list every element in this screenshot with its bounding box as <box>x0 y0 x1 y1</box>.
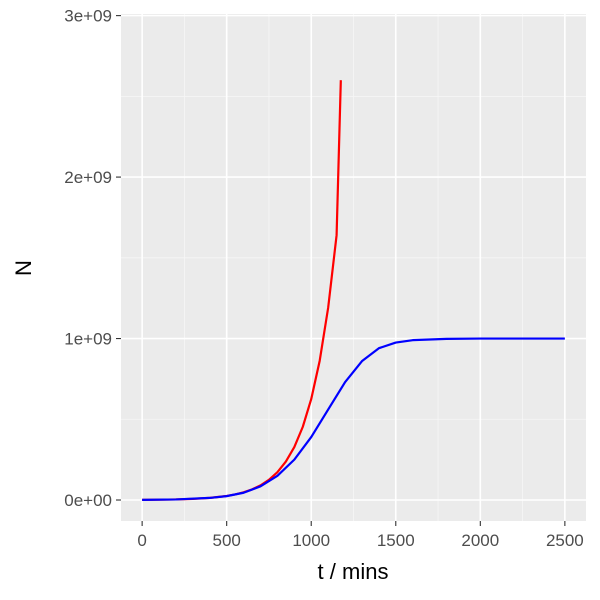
y-tick-label: 2e+09 <box>64 168 112 187</box>
x-tick-label: 2500 <box>546 531 584 550</box>
y-axis: 0e+00 1e+09 2e+09 3e+09 <box>64 7 121 510</box>
y-axis-title: N <box>11 260 36 276</box>
x-tick-label: 2000 <box>461 531 499 550</box>
series-layer <box>142 80 565 501</box>
x-tick-label: 0 <box>137 531 146 550</box>
x-axis: 0 500 1000 1500 2000 2500 <box>137 521 584 550</box>
y-tick-label: 0e+00 <box>64 491 112 510</box>
y-tick-label: 1e+09 <box>64 330 112 349</box>
x-tick-label: 500 <box>212 531 240 550</box>
x-tick-label: 1500 <box>377 531 415 550</box>
y-tick-label: 3e+09 <box>64 7 112 26</box>
series-line-2 <box>142 337 565 501</box>
x-axis-title: t / mins <box>318 559 389 584</box>
x-tick-label: 1000 <box>292 531 330 550</box>
grid-minor <box>121 14 586 521</box>
